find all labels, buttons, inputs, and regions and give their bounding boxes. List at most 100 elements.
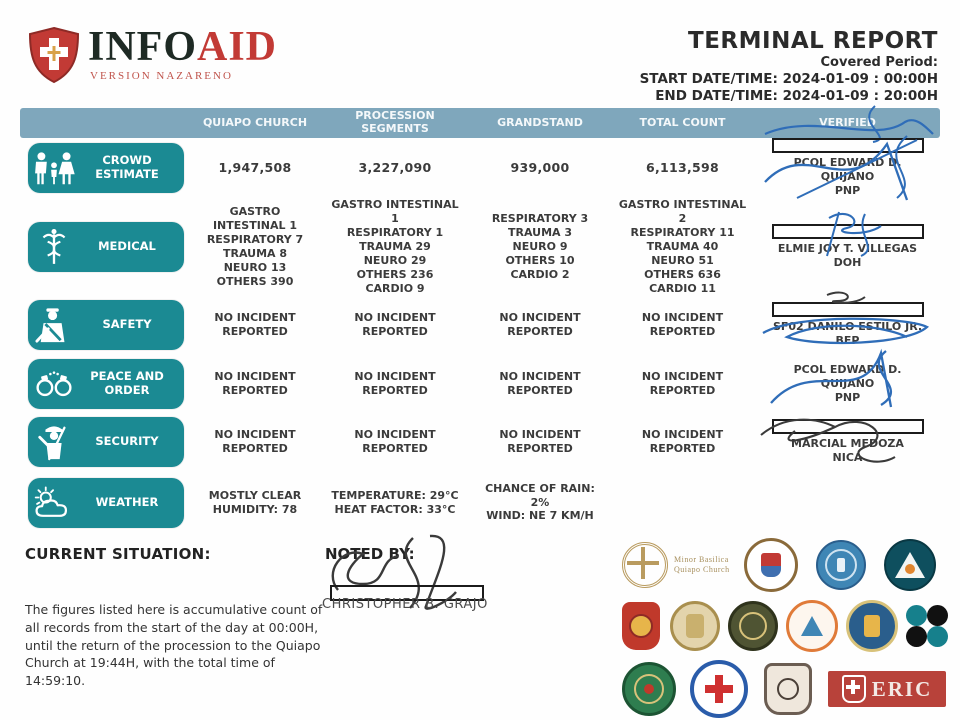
table-row-peace-and-order: PEACE AND ORDER NO INCIDENT REPORTED NO … [20, 348, 940, 413]
table-header-row: QUIAPO CHURCH PROCESSION SEGMENTS GRANDS… [20, 105, 940, 143]
cell-crowd-total: 6,113,598 [645, 160, 720, 176]
eric-label: ERIC [871, 676, 933, 701]
blue-agency-seal [815, 540, 866, 590]
cell-safety-procession: NO INCIDENT REPORTED [354, 311, 436, 338]
gold-agency-seal [670, 601, 720, 651]
peace-and-order-pill: PEACE AND ORDER [28, 359, 184, 409]
cell-security-grandstand: NO INCIDENT REPORTED [499, 427, 581, 455]
safety-officer-icon [28, 306, 80, 344]
cell-peace-verified: PCOL EDWARD D. QUIJANO PNP [755, 348, 940, 413]
row-label-cell: SECURITY [20, 413, 190, 470]
verifier-name: PCOL EDWARD D. QUIJANO PNP [793, 363, 902, 404]
cell-medical-procession: GASTRO INTESTINAL 1 RESPIRATORY 1 TRAUMA… [331, 198, 459, 295]
cell-security-verified: MARCIAL MEDOZA NICA [755, 413, 940, 470]
verifier-name: MARCIAL MEDOZA NICA [791, 436, 904, 464]
redaction-box [771, 418, 924, 434]
quiapo-logo-line1: Minor Basilica [674, 554, 729, 564]
cell-medical-total: GASTRO INTESTINAL 2 RESPIRATORY 11 TRAUM… [618, 198, 747, 295]
cell-medical-quiapo: GASTRO INTESTINAL 1 RESPIRATORY 7 TRAUMA… [206, 204, 304, 288]
redaction-box [771, 302, 924, 318]
cell-safety-quiapo: NO INCIDENT REPORTED [214, 311, 296, 338]
shield-badge-logo [764, 663, 812, 715]
row-label-cell: PEACE AND ORDER [20, 355, 190, 413]
covered-period-label: Covered Period: [820, 55, 938, 70]
row-label-cell: SAFETY [20, 295, 190, 355]
redaction-box [771, 223, 924, 239]
weather-pill: WEATHER [28, 477, 184, 528]
civil-defense-triangle-seal [883, 539, 936, 591]
security-pill: SECURITY [28, 416, 184, 467]
dark-gold-agency-seal [728, 601, 778, 651]
navy-agency-seal [846, 600, 898, 652]
row-label: CROWD ESTIMATE [95, 153, 159, 181]
caduceus-icon [28, 228, 80, 266]
row-label-cell: MEDICAL [20, 198, 190, 296]
crowd-estimate-pill: CROWD ESTIMATE [28, 143, 184, 193]
cell-weather-verified [755, 470, 940, 535]
cell-safety-verified: SF02 DANILO ESTILO JR. BFP [755, 291, 940, 355]
cell-peace-procession: NO INCIDENT REPORTED [354, 370, 436, 397]
end-label: END DATE/TIME: [655, 88, 778, 104]
redaction-box [771, 138, 924, 154]
cell-weather-procession: TEMPERATURE: 29°C HEAT FACTOR: 33°C [331, 488, 459, 516]
cell-crowd-verified: PCOL EDWARD D. QUIJANO PNP [755, 135, 940, 201]
verifier-name: SF02 DANILO ESTILO JR. BFP [772, 320, 923, 347]
table-row-crowd-estimate: CROWD ESTIMATE 1,947,508 3,227,090 939,0… [20, 135, 940, 201]
cell-medical-verified: ELMIE JOY T. VILLEGAS DOH [755, 198, 940, 296]
cell-peace-total: NO INCIDENT REPORTED [641, 370, 724, 397]
column-header-total-count: TOTAL COUNT [639, 115, 726, 129]
end-datetime: END DATE/TIME: 2024-01-09 : 20:00H [640, 88, 938, 104]
cell-medical-grandstand: RESPIRATORY 3 TRAUMA 3 NEURO 9 OTHERS 10… [491, 211, 589, 281]
verified-header-label: VERIFIED [819, 115, 876, 129]
cell-safety-total: NO INCIDENT REPORTED [641, 311, 724, 338]
table-row-medical: MEDICAL GASTRO INTESTINAL 1 RESPIRATORY … [20, 198, 940, 295]
column-header-grandstand: GRANDSTAND [497, 115, 583, 129]
table-row-security: SECURITY NO INCIDENT REPORTED NO INCIDEN… [20, 413, 940, 470]
brand-tagline: VERSION NAZARENO [90, 70, 233, 82]
medical-pill: MEDICAL [28, 221, 184, 272]
start-label: START DATE/TIME: [639, 71, 778, 87]
row-label: WEATHER [95, 494, 159, 509]
row-label-cell: WEATHER [20, 470, 190, 535]
quiapo-logo-line2: Quiapo Church [674, 565, 730, 574]
fire-protection-badge [622, 602, 660, 650]
column-header-quiapo-church: QUIAPO CHURCH [202, 115, 308, 129]
cell-crowd-grandstand: 939,000 [510, 160, 570, 176]
table-row-safety: SAFETY NO INCIDENT REPORTED NO INCIDENT … [20, 291, 940, 355]
column-header-verified: VERIFIED [755, 105, 940, 143]
report-meta: TERMINAL REPORT Covered Period: START DA… [640, 28, 938, 104]
shield-cross-icon [28, 26, 80, 84]
brand-name-aid: AID [197, 24, 278, 70]
sun-cloud-icon [28, 485, 80, 521]
cell-crowd-procession: 3,227,090 [358, 160, 432, 176]
cell-safety-grandstand: NO INCIDENT REPORTED [499, 311, 581, 338]
cell-peace-quiapo: NO INCIDENT REPORTED [214, 370, 296, 397]
brand-name-info: INFO [88, 24, 197, 70]
start-datetime: START DATE/TIME: 2024-01-09 : 00:00H [640, 71, 938, 87]
cell-crowd-quiapo: 1,947,508 [218, 160, 292, 176]
city-of-manila-seal [743, 538, 798, 592]
verifier-name: PCOL EDWARD D. QUIJANO PNP [793, 156, 902, 197]
report-title: TERMINAL REPORT [688, 28, 938, 54]
row-label-cell: CROWD ESTIMATE [20, 138, 190, 198]
row-label: SAFETY [102, 317, 152, 332]
infoaid-logo: INFOAID VERSION NAZARENO [28, 26, 277, 84]
end-value: 2024-01-09 : 20:00H [782, 88, 938, 104]
green-agency-seal [622, 662, 676, 716]
ict-agency-logo [906, 605, 948, 647]
philippine-red-cross-logo [690, 660, 748, 718]
row-label: SECURITY [95, 433, 159, 448]
philippine-coast-guard-seal [786, 600, 838, 652]
soldier-icon [28, 423, 80, 461]
column-header-procession-segments: PROCESSION SEGMENTS [355, 109, 435, 135]
row-label: MEDICAL [98, 238, 156, 253]
eric-shield-cross-icon [841, 675, 866, 703]
current-situation-label: CURRENT SITUATION: [25, 545, 211, 563]
cell-security-quiapo: NO INCIDENT REPORTED [214, 427, 296, 455]
start-value: 2024-01-09 : 00:00H [782, 71, 938, 87]
cell-security-procession: NO INCIDENT REPORTED [354, 427, 436, 455]
verifier-name: ELMIE JOY T. VILLEGAS DOH [777, 241, 918, 269]
cell-security-total: NO INCIDENT REPORTED [641, 427, 724, 455]
safety-pill: SAFETY [28, 300, 184, 350]
